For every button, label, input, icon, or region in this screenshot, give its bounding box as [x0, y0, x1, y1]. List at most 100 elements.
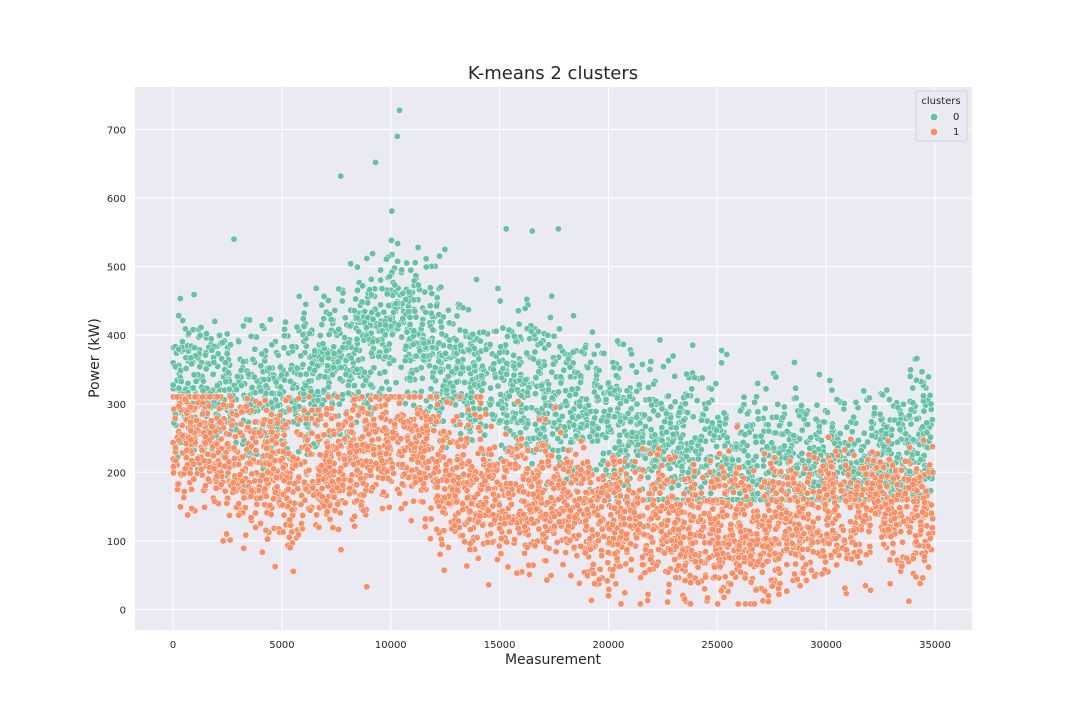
point-1: [583, 572, 591, 580]
point-0: [656, 336, 664, 344]
point-0: [354, 286, 361, 294]
point-0: [857, 456, 865, 464]
point-0: [568, 413, 576, 421]
point-1: [639, 466, 647, 474]
point-0: [569, 348, 577, 356]
point-0: [300, 322, 308, 330]
point-0: [510, 414, 518, 422]
point-0: [635, 381, 643, 389]
point-1: [711, 563, 719, 571]
point-0: [883, 386, 891, 394]
point-0: [712, 426, 720, 434]
point-0: [191, 344, 199, 352]
point-1: [580, 444, 588, 452]
point-0: [336, 375, 344, 383]
point-1: [639, 561, 646, 569]
point-1: [604, 492, 612, 500]
point-0: [363, 255, 371, 262]
point-0: [510, 362, 518, 370]
point-0: [377, 276, 385, 284]
point-0: [893, 454, 901, 461]
point-0: [797, 402, 805, 410]
point-1: [721, 482, 729, 490]
point-0: [320, 292, 328, 300]
point-1: [651, 485, 659, 493]
point-0: [392, 300, 400, 308]
point-1: [421, 515, 429, 523]
point-0: [857, 446, 865, 454]
point-0: [266, 364, 273, 372]
point-1: [354, 411, 362, 419]
point-1: [443, 398, 451, 406]
point-0: [548, 368, 556, 376]
point-0: [761, 404, 769, 412]
point-0: [378, 385, 386, 393]
point-0: [247, 332, 255, 340]
point-0: [760, 462, 767, 470]
point-1: [539, 464, 546, 472]
point-1: [847, 479, 855, 487]
point-0: [390, 356, 398, 364]
point-0: [684, 409, 692, 417]
point-1: [565, 513, 573, 521]
point-0: [402, 342, 410, 350]
point-1: [190, 475, 198, 483]
point-1: [381, 424, 389, 432]
point-0: [207, 335, 215, 343]
point-0: [344, 381, 352, 389]
point-1: [801, 464, 809, 472]
point-1: [201, 503, 209, 511]
point-0: [917, 456, 925, 464]
point-0: [318, 321, 326, 329]
point-0: [510, 351, 518, 359]
point-0: [405, 288, 413, 296]
point-0: [671, 398, 679, 406]
point-1: [296, 416, 304, 424]
point-0: [698, 374, 706, 382]
point-0: [641, 422, 649, 430]
point-0: [302, 370, 310, 378]
point-1: [188, 485, 196, 493]
point-0: [894, 403, 902, 411]
point-0: [517, 392, 525, 400]
point-0: [779, 413, 787, 421]
point-0: [196, 363, 204, 371]
point-0: [327, 316, 335, 323]
point-0: [567, 438, 575, 446]
point-1: [261, 396, 269, 404]
point-1: [459, 532, 466, 540]
point-0: [441, 245, 449, 253]
point-0: [407, 266, 415, 274]
point-1: [289, 567, 297, 575]
point-0: [334, 358, 342, 366]
point-0: [341, 334, 349, 342]
point-0: [658, 405, 666, 413]
point-0: [548, 394, 556, 402]
point-0: [855, 436, 862, 444]
point-0: [355, 356, 363, 364]
point-0: [478, 387, 486, 394]
point-0: [562, 397, 570, 405]
point-0: [352, 295, 360, 303]
point-0: [564, 355, 572, 363]
point-1: [520, 497, 528, 505]
point-0: [557, 373, 565, 381]
point-0: [615, 438, 623, 446]
point-0: [619, 340, 627, 348]
point-1: [718, 498, 726, 506]
point-0: [647, 358, 655, 365]
point-1: [678, 508, 686, 516]
point-1: [493, 478, 501, 486]
point-1: [436, 550, 444, 558]
point-0: [902, 430, 910, 438]
point-0: [499, 365, 507, 373]
point-0: [708, 419, 716, 427]
point-0: [548, 292, 556, 300]
point-0: [783, 428, 791, 435]
point-1: [535, 416, 543, 424]
point-0: [667, 403, 675, 411]
point-0: [539, 424, 547, 432]
point-1: [733, 423, 741, 431]
point-1: [463, 434, 471, 442]
